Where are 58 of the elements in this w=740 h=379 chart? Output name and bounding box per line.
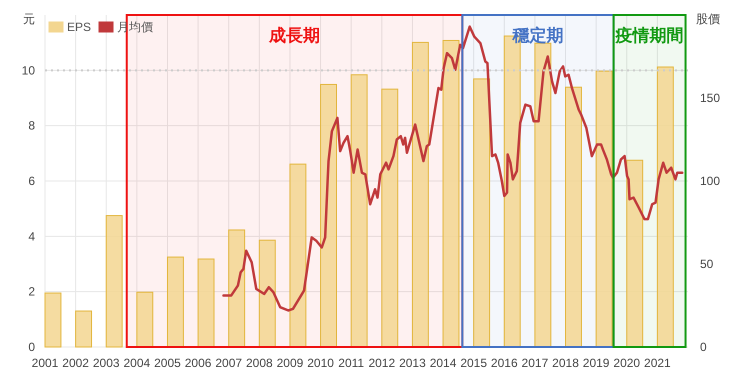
- band-label: 穩定期: [511, 26, 564, 45]
- x-tick-label: 2020: [613, 356, 640, 370]
- y-tick-label: 0: [28, 340, 36, 354]
- bar: [136, 292, 154, 348]
- bar: [320, 84, 337, 348]
- bar: [473, 78, 490, 348]
- bar: [106, 215, 123, 348]
- bar: [412, 42, 429, 348]
- bar: [534, 42, 552, 348]
- y-tick-label: 2: [28, 284, 36, 299]
- x-tick-label: 2010: [307, 356, 334, 370]
- bar: [289, 164, 306, 348]
- x-tick-label: 2019: [582, 356, 610, 370]
- bar: [381, 88, 398, 348]
- y-tick-label: 8: [28, 118, 36, 133]
- bar: [166, 256, 184, 348]
- x-tick-label: 2013: [399, 356, 426, 370]
- bar: [350, 74, 368, 348]
- bar: [442, 40, 460, 348]
- y2-tick-label: 50: [700, 257, 714, 271]
- line-series: [222, 25, 684, 312]
- x-tick-label: 2014: [430, 356, 457, 370]
- bar: [44, 292, 62, 348]
- bar: [228, 229, 246, 348]
- x-tick-label: 2011: [338, 356, 364, 370]
- y2-axis-title: 股價: [696, 12, 720, 26]
- x-tick-label: 2018: [552, 356, 580, 370]
- y2-tick-label: 0: [700, 340, 707, 354]
- x-tick-label: 2015: [460, 356, 488, 370]
- x-tick-label: 2007: [215, 356, 242, 370]
- x-tick-label: 2003: [92, 356, 120, 370]
- bar: [258, 240, 276, 348]
- bar: [198, 258, 215, 348]
- x-tick-label: 2002: [62, 356, 90, 370]
- y-tick-label: 10: [22, 63, 36, 78]
- y-tick-label: 4: [28, 229, 36, 244]
- x-tick-label: 2005: [154, 356, 182, 370]
- legend-label: EPS: [67, 20, 92, 34]
- x-tick-label: 2012: [368, 356, 396, 370]
- y2-tick-label: 150: [700, 91, 720, 105]
- bar: [626, 160, 644, 348]
- x-tick-label: 2001: [32, 356, 59, 370]
- bar: [75, 310, 92, 348]
- band-label: 成長期: [268, 26, 320, 45]
- y-tick-label: 6: [28, 174, 36, 188]
- band-label: 疫情期間: [614, 26, 684, 45]
- x-tick-label: 2016: [490, 356, 518, 370]
- bar: [596, 70, 613, 348]
- x-tick-label: 2004: [124, 356, 151, 370]
- bar: [656, 66, 674, 348]
- x-tick-label: 2017: [522, 356, 549, 370]
- y2-tick-label: 100: [700, 174, 720, 188]
- bar: [565, 86, 582, 348]
- x-tick-label: 2008: [246, 356, 274, 370]
- x-tick-label: 2006: [184, 356, 212, 370]
- y-axis-title: 元: [23, 12, 35, 26]
- x-tick-label: 2009: [276, 356, 304, 370]
- x-tick-label: 2021: [644, 356, 672, 370]
